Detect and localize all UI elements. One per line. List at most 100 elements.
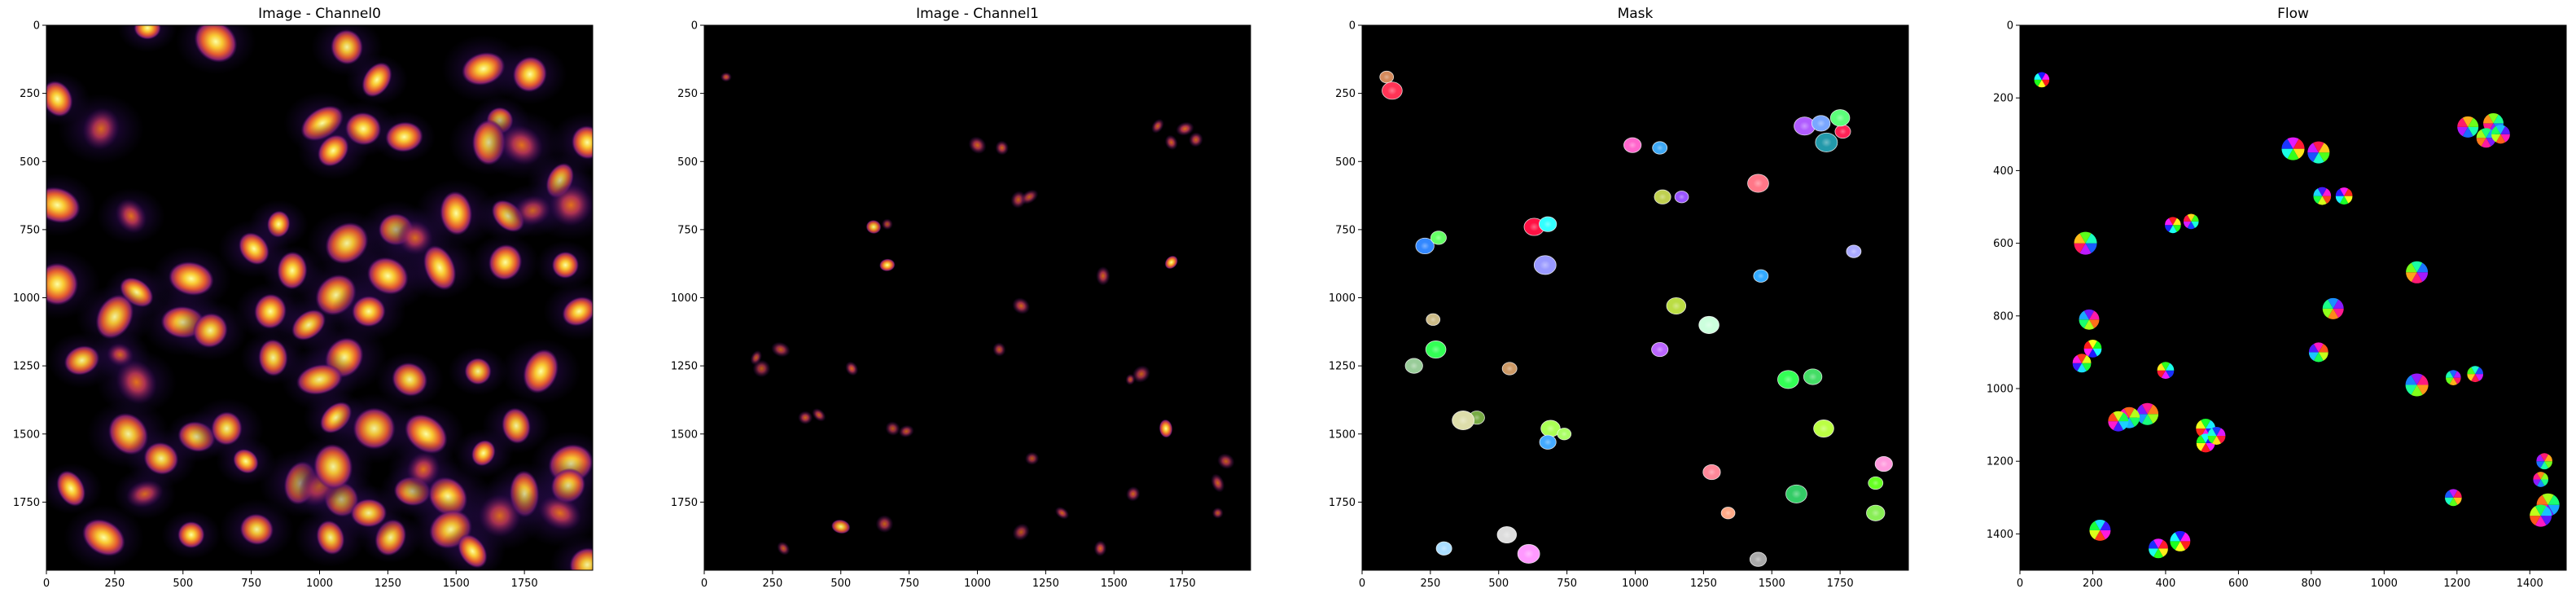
flow-segment — [2165, 363, 2175, 371]
x-tick-label: 1250 — [375, 578, 401, 590]
flow-segment — [2411, 272, 2423, 283]
cell-nucleus — [318, 134, 349, 167]
cell-nucleus — [168, 261, 214, 297]
flow-segment — [2540, 479, 2548, 486]
flow-segment — [2449, 377, 2457, 385]
flow-segment — [2187, 213, 2195, 222]
flow-segment — [2072, 354, 2083, 363]
cell-nucleus — [992, 342, 1006, 357]
y-tick-label: 1200 — [1987, 456, 2013, 468]
flow-segment — [2500, 125, 2510, 134]
x-tick-label: 1250 — [1690, 578, 1717, 590]
flow-segment — [2100, 521, 2111, 530]
flow-segment — [2206, 442, 2215, 451]
cell-nucleus — [500, 125, 543, 165]
panel-channel0: Image - Channel0 0 250 500 750 1000 1250 1500 1… — [13, 6, 594, 590]
flow-segment — [2187, 221, 2195, 230]
x-axis: 0 250 500 750 1000 1250 1500 1750 — [1359, 570, 1854, 590]
cell-nucleus — [316, 520, 345, 556]
flow-segment — [2041, 73, 2050, 80]
mask-cell-highlight — [1655, 345, 1664, 354]
cell-nucleus — [258, 339, 288, 376]
flow-segment — [2405, 384, 2417, 395]
flow-segment — [2149, 548, 2158, 557]
cell-nucleus — [239, 232, 269, 266]
flow-segment — [2207, 428, 2217, 436]
flow-segment — [2168, 217, 2177, 226]
mask-cell-highlight — [1724, 510, 1732, 516]
y-tick-label: 200 — [1993, 93, 2013, 105]
flow-segment — [2317, 187, 2327, 196]
flow-segment — [2089, 529, 2101, 540]
mask-cell-highlight — [1819, 424, 1829, 433]
flow-segment — [2100, 529, 2111, 540]
flow-segment — [2207, 435, 2217, 444]
cell-nucleus — [46, 81, 73, 117]
flow-segment — [2449, 489, 2458, 498]
flow-segment — [2544, 454, 2552, 462]
mask-cell-highlight — [1561, 431, 1568, 437]
y-tick-label: 1400 — [1987, 529, 2013, 541]
panel-title: Image - Channel0 — [258, 6, 381, 22]
flow-segment — [2141, 414, 2153, 425]
y-axis: 0 250 500 750 1000 1250 1500 1750 — [13, 20, 46, 509]
flow-segment — [2540, 472, 2548, 480]
flow-segment — [2548, 494, 2560, 505]
flow-segment — [2082, 363, 2092, 371]
x-axis: 0 250 500 750 1000 1250 1500 1750 — [701, 570, 1196, 590]
mask-cell-highlight — [1757, 272, 1765, 279]
cell-nucleus — [1054, 507, 1070, 520]
flow-segment — [2153, 548, 2163, 559]
flow-segment — [2092, 348, 2102, 357]
y-tick-label: 400 — [1993, 165, 2013, 178]
mask-cell-highlight — [1440, 545, 1448, 552]
flow-segment — [2079, 243, 2092, 255]
mask-cell-highlight — [1820, 138, 1832, 147]
x-axis: 0 200 400 600 800 1000 1200 1400 — [2017, 570, 2543, 590]
cell-nucleus — [488, 244, 523, 281]
flow-segment — [2406, 262, 2417, 273]
x-tick-label: 1400 — [2517, 578, 2543, 590]
flow-segment — [2136, 404, 2148, 415]
flow-segment — [2488, 112, 2499, 124]
mask-cell-highlight — [1529, 222, 1540, 231]
cell-nucleus — [995, 140, 1010, 156]
cell-nucleus — [1164, 134, 1178, 151]
y-tick-label: 250 — [1335, 88, 1356, 100]
cell-nucleus — [885, 421, 900, 436]
flow-segment — [2318, 143, 2330, 153]
flow-segment — [2491, 134, 2501, 143]
flow-segment — [2094, 529, 2105, 541]
flow-segment — [2467, 374, 2476, 381]
x-tick-label: 1500 — [1101, 578, 1128, 590]
flow-segment — [2158, 548, 2168, 557]
flow-segment — [2493, 114, 2504, 124]
cell-nucleus — [569, 547, 593, 570]
mask-cell-highlight — [1678, 194, 1685, 200]
y-tick-label: 0 — [1349, 20, 1356, 33]
cell-nucleus — [879, 258, 896, 272]
flow-segment — [2034, 79, 2042, 86]
cell-nucleus — [720, 72, 732, 82]
flow-segment — [2161, 370, 2171, 380]
cell-nucleus — [1159, 419, 1173, 438]
panel-title: Flow — [2277, 6, 2309, 22]
mask-cell-highlight — [1628, 141, 1637, 149]
x-tick-label: 0 — [43, 578, 50, 590]
y-axis: 0 200 400 600 800 1000 1200 1400 — [1987, 20, 2020, 541]
flow-segment — [2118, 412, 2129, 422]
cell-nucleus — [831, 519, 851, 534]
x-tick-label: 250 — [104, 578, 125, 590]
y-tick-label: 1500 — [1329, 428, 1356, 441]
flow-segment — [2158, 539, 2168, 549]
y-tick-label: 1500 — [671, 428, 698, 441]
flow-segment — [2462, 126, 2473, 138]
cell-nucleus — [479, 494, 521, 538]
flow-segment — [2129, 417, 2140, 427]
flow-segment — [2088, 319, 2100, 329]
flow-segment — [2082, 354, 2092, 363]
x-axis: 0 250 500 750 1000 1250 1500 1750 — [43, 570, 538, 590]
flow-segment — [2129, 408, 2140, 418]
flow-segment — [2322, 188, 2332, 196]
y-tick-label: 1000 — [1329, 292, 1356, 305]
